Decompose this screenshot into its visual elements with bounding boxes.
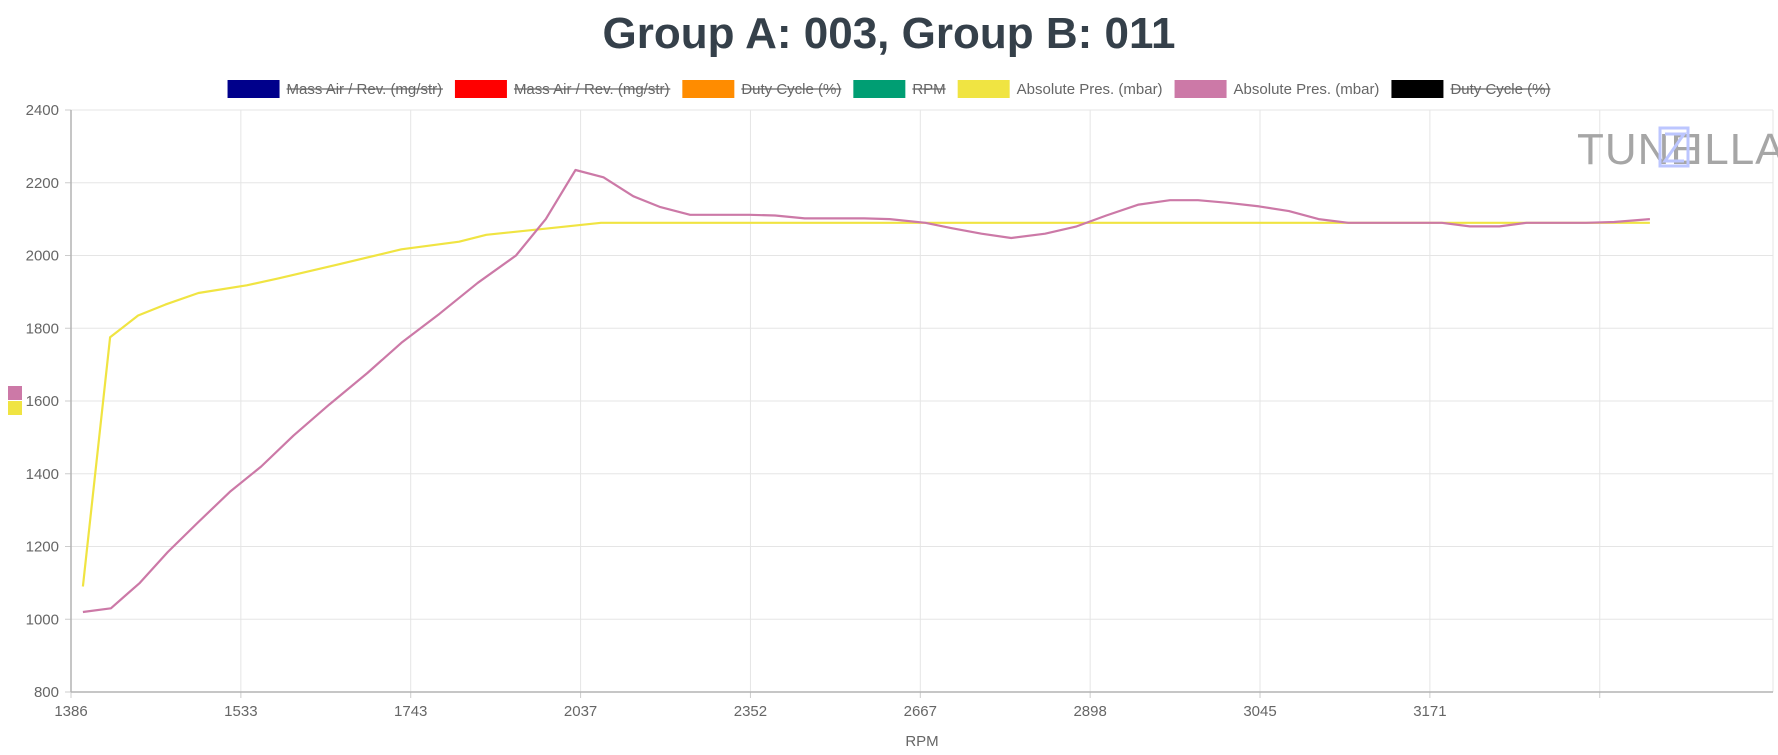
legend-item[interactable]: Absolute Pres. (mbar) bbox=[1174, 80, 1380, 98]
legend-label: Absolute Pres. (mbar) bbox=[1017, 81, 1163, 98]
legend-label: Absolute Pres. (mbar) bbox=[1234, 81, 1380, 98]
series-layer bbox=[81, 168, 1650, 614]
x-tick-label: 2352 bbox=[734, 703, 767, 720]
legend-swatch bbox=[682, 80, 735, 98]
legend-swatch bbox=[1174, 80, 1227, 98]
side-marker bbox=[8, 401, 22, 415]
series-line-1 bbox=[81, 221, 1650, 587]
legend-item[interactable]: Duty Cycle (%) bbox=[1391, 80, 1550, 98]
y-tick-label: 2400 bbox=[26, 102, 59, 119]
y-tick-label: 2000 bbox=[26, 248, 59, 265]
legend-item[interactable]: Mass Air / Rev. (mg/str) bbox=[454, 80, 671, 98]
y-tick-label: 800 bbox=[34, 684, 59, 701]
side-markers bbox=[8, 386, 22, 415]
x-tick-label: 3171 bbox=[1413, 703, 1446, 720]
y-tick-label: 1000 bbox=[26, 611, 59, 628]
legend-swatch bbox=[853, 80, 906, 98]
side-marker bbox=[8, 386, 22, 400]
x-tick-label: 1743 bbox=[394, 703, 427, 720]
x-tick-label: 3045 bbox=[1243, 703, 1276, 720]
legend-swatch bbox=[454, 80, 507, 98]
legend-swatch bbox=[957, 80, 1010, 98]
x-tick-label: 1386 bbox=[54, 703, 87, 720]
y-tick-label: 2200 bbox=[26, 175, 59, 192]
watermark: TUNE ILLA bbox=[1577, 125, 1778, 174]
legend: Mass Air / Rev. (mg/str) Mass Air / Rev. … bbox=[227, 80, 1550, 98]
legend-swatch bbox=[227, 80, 280, 98]
legend-item[interactable]: Duty Cycle (%) bbox=[682, 80, 841, 98]
y-tick-label: 1200 bbox=[26, 539, 59, 556]
legend-item[interactable]: RPM bbox=[853, 80, 946, 98]
chart-title: Group A: 003, Group B: 011 bbox=[603, 9, 1176, 58]
watermark-logo-icon bbox=[1658, 126, 1690, 168]
x-tick-label: 2898 bbox=[1073, 703, 1106, 720]
legend-swatch bbox=[1391, 80, 1444, 98]
y-tick-label: 1400 bbox=[26, 466, 59, 483]
axes: 800 1000 1200 1400 1600 1800 2000 2200 2400 1386 1… bbox=[26, 102, 1773, 720]
legend-item[interactable]: Absolute Pres. (mbar) bbox=[957, 80, 1163, 98]
x-tick-label: 1533 bbox=[224, 703, 257, 720]
legend-item[interactable]: Mass Air / Rev. (mg/str) bbox=[227, 80, 443, 98]
series-line-2 bbox=[82, 168, 1650, 614]
y-tick-label: 1800 bbox=[26, 320, 59, 337]
watermark-text-right: ILLA bbox=[1691, 125, 1778, 174]
x-tick-label: 2037 bbox=[564, 703, 597, 720]
x-tick-label: 2667 bbox=[904, 703, 937, 720]
x-axis-title: RPM bbox=[905, 733, 938, 750]
y-tick-label: 1600 bbox=[26, 393, 59, 410]
grid bbox=[70, 109, 1774, 693]
